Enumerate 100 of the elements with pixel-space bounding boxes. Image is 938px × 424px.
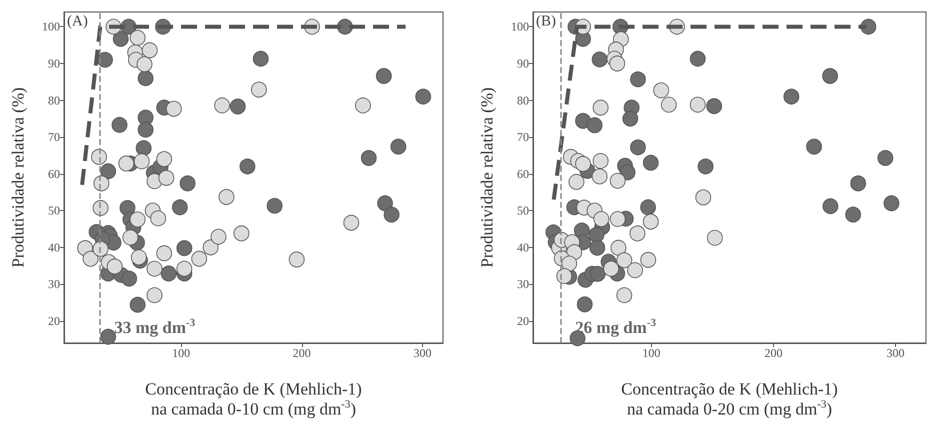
point <box>202 239 219 256</box>
point <box>130 296 146 313</box>
point <box>180 175 196 192</box>
point <box>822 198 838 214</box>
point <box>97 52 113 68</box>
point <box>240 158 256 174</box>
point <box>218 189 234 205</box>
point <box>630 226 646 242</box>
point <box>266 198 283 214</box>
point <box>146 287 162 304</box>
point <box>556 268 572 284</box>
point <box>593 211 610 227</box>
point <box>106 258 123 274</box>
point <box>592 52 608 68</box>
point <box>642 214 659 230</box>
point <box>640 199 656 216</box>
point <box>884 195 900 212</box>
point <box>166 100 182 117</box>
y-tick-label: 20 <box>48 314 60 328</box>
point <box>100 328 116 345</box>
y-tick-label: 100 <box>511 20 529 34</box>
point <box>384 206 400 223</box>
point <box>616 252 632 268</box>
point <box>706 230 723 246</box>
point <box>630 71 646 88</box>
point <box>630 139 646 156</box>
point <box>822 68 838 84</box>
point <box>695 189 712 206</box>
point <box>690 96 706 113</box>
point <box>136 56 152 72</box>
point <box>121 270 138 287</box>
y-tick-label: 50 <box>48 204 60 218</box>
point <box>640 252 656 268</box>
point <box>288 252 305 268</box>
point <box>415 88 432 104</box>
annotation: (A) <box>67 14 88 30</box>
point <box>156 245 172 262</box>
point <box>620 164 636 180</box>
point <box>112 30 129 47</box>
point <box>576 296 593 312</box>
point <box>622 110 638 127</box>
y-axis-title: Produtividade relativa (%) <box>8 87 28 268</box>
point <box>592 100 609 116</box>
y-tick-label: 60 <box>48 166 60 181</box>
point <box>592 168 608 184</box>
annotation: (B) <box>536 14 556 30</box>
point <box>589 240 606 256</box>
point <box>610 172 626 189</box>
y-tick-label: 90 <box>517 56 529 70</box>
point <box>252 50 269 67</box>
y-tick-label: 60 <box>517 166 529 181</box>
y-tick-label: 40 <box>517 240 529 254</box>
point <box>172 199 188 216</box>
point <box>610 240 626 256</box>
point <box>376 68 392 84</box>
y-tick-label: 50 <box>517 204 529 218</box>
point <box>660 96 677 113</box>
point <box>783 88 800 104</box>
point <box>234 226 250 242</box>
point <box>575 156 591 172</box>
x-tick-label: 200 <box>764 346 782 360</box>
y-tick-label: 90 <box>48 56 60 70</box>
x-tick-label: 100 <box>642 346 660 360</box>
point <box>112 117 128 133</box>
point <box>130 30 146 46</box>
point <box>156 151 172 168</box>
point <box>134 153 150 170</box>
y-tick-label: 70 <box>517 130 529 144</box>
y-tick-label: 100 <box>42 20 60 34</box>
point <box>845 206 862 223</box>
point <box>706 98 722 114</box>
point <box>230 98 246 114</box>
point <box>136 140 152 156</box>
y-tick-label: 80 <box>48 93 60 108</box>
point <box>150 210 166 226</box>
point <box>130 249 147 266</box>
point <box>176 260 192 277</box>
y-tick-label: 40 <box>48 240 60 254</box>
point <box>100 163 116 180</box>
point <box>92 240 108 257</box>
y-tick-label: 80 <box>517 93 529 108</box>
point <box>160 266 177 282</box>
point <box>251 82 267 98</box>
point <box>158 170 174 186</box>
point <box>377 195 393 212</box>
x-tick-label: 300 <box>413 346 432 360</box>
x-tick-label: 200 <box>292 346 311 360</box>
point <box>176 240 192 256</box>
point <box>586 117 603 134</box>
x-tick-label: 100 <box>172 346 190 360</box>
point <box>690 50 706 67</box>
point <box>850 175 866 192</box>
point <box>616 287 632 304</box>
point <box>806 138 822 154</box>
point <box>653 82 670 98</box>
x-tick-label: 300 <box>886 346 904 360</box>
point <box>355 98 371 114</box>
point <box>590 266 606 282</box>
point <box>390 138 406 154</box>
point <box>698 158 714 174</box>
